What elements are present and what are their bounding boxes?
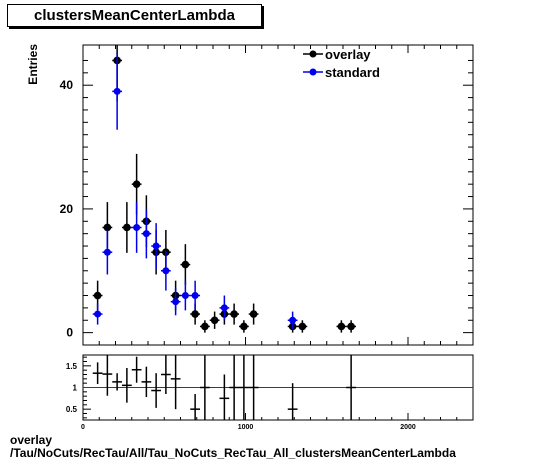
standard-point — [113, 87, 121, 95]
standard-point — [142, 230, 150, 238]
main-plot: 0 20 40 Entries overlay standard — [26, 44, 474, 346]
ratio-x-tick-label: 1000 — [238, 424, 254, 431]
overlay-point — [249, 310, 258, 318]
overlay-point — [191, 310, 199, 318]
standard-point — [289, 316, 297, 324]
ratio-y-tick-label: 0.5 — [66, 405, 78, 414]
standard-point — [152, 242, 160, 250]
y-axis-label: Entries — [26, 44, 40, 85]
overlay-point — [181, 260, 190, 269]
standard-point — [191, 292, 199, 300]
ratio-series — [92, 355, 356, 420]
overlay-point — [93, 291, 102, 300]
overlay-point — [337, 322, 346, 331]
overlay-point — [210, 316, 219, 325]
legend-label-standard: standard — [325, 65, 380, 80]
overlay-point — [123, 223, 131, 232]
overlay-point — [298, 322, 307, 331]
main-plot-frame — [82, 44, 474, 346]
y-tick-label: 20 — [60, 202, 74, 216]
standard-point — [181, 292, 189, 300]
standard-point — [94, 310, 102, 318]
ratio-y-tick-label: 1.5 — [66, 362, 78, 371]
ratio-x-tick-label: 2000 — [400, 424, 416, 431]
standard-point — [103, 248, 111, 256]
histogram-title-box: clustersMeanCenterLambda — [7, 4, 262, 27]
y-tick-label: 40 — [60, 78, 74, 92]
overlay-point — [132, 180, 141, 188]
standard-point — [172, 298, 180, 306]
overlay-point — [347, 322, 355, 331]
series-overlay — [92, 45, 356, 333]
footer-label: overlay — [10, 433, 53, 447]
overlay-point — [240, 322, 248, 331]
y-tick-label: 0 — [66, 326, 73, 340]
ratio-plot: 0.5 1 1.5 0 1000 2000 — [66, 354, 474, 431]
legend-marker-standard — [309, 68, 317, 76]
ratio-x-tick-label: 0 — [81, 424, 85, 431]
footer-path: /Tau/NoCuts/RecTau/All/Tau_NoCuts_RecTau… — [10, 446, 456, 460]
standard-point — [162, 267, 170, 275]
series-standard — [92, 53, 298, 329]
overlay-point — [103, 223, 112, 232]
legend-marker-overlay — [309, 50, 317, 58]
standard-point — [220, 304, 228, 312]
overlay-point — [230, 310, 238, 318]
standard-point — [133, 223, 141, 231]
legend-label-overlay: overlay — [325, 47, 371, 62]
histogram-title: clustersMeanCenterLambda — [34, 7, 235, 24]
overlay-point — [201, 322, 209, 331]
ratio-y-tick-label: 1 — [73, 384, 78, 393]
